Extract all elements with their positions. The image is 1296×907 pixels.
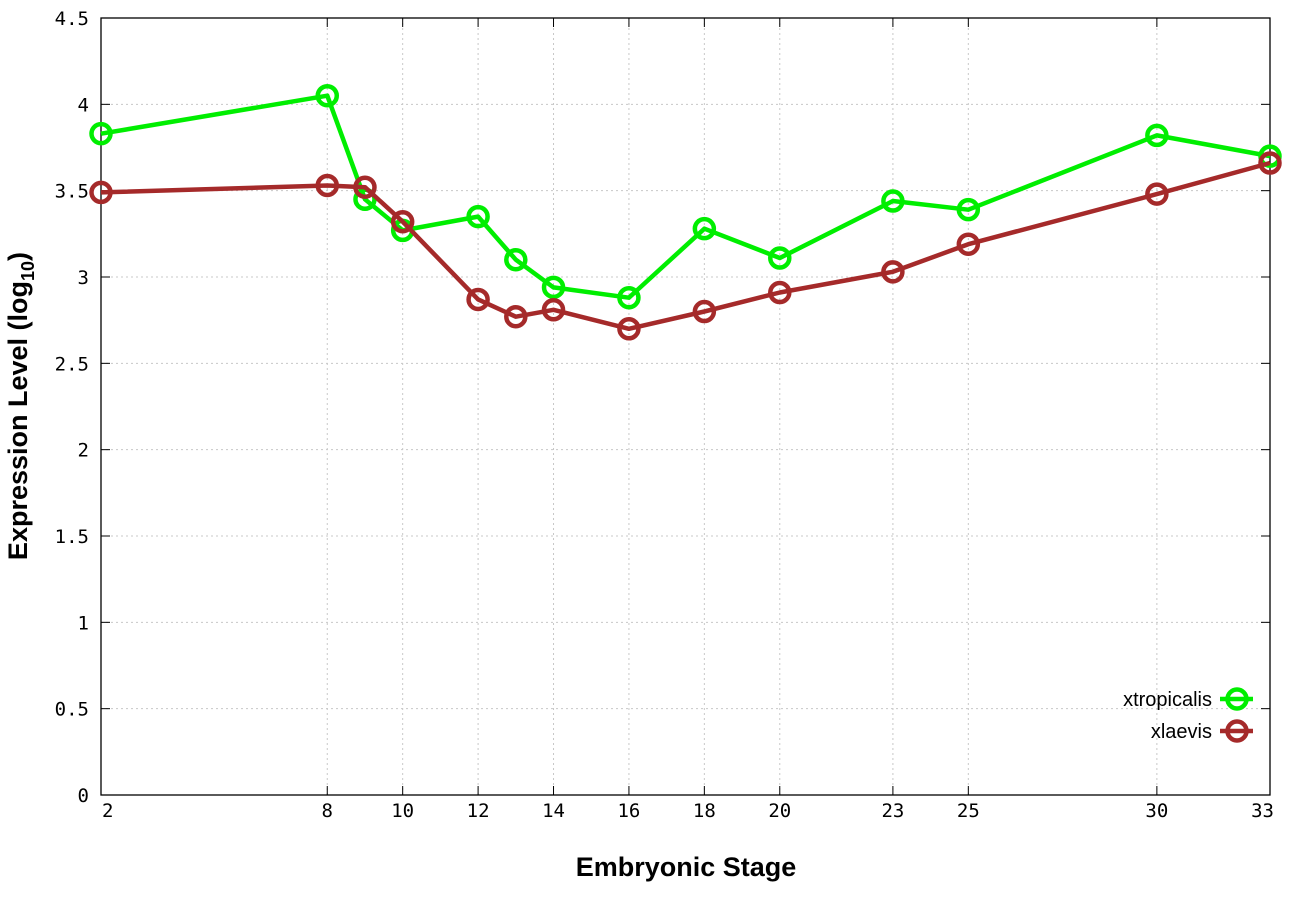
legend-swatch-marker (1225, 687, 1249, 711)
data-point-xlaevis (692, 299, 717, 324)
y-tick-label: 3.5 (55, 181, 89, 203)
x-tick-label: 10 (391, 800, 414, 822)
data-point-xlaevis (89, 180, 113, 205)
data-point-xlaevis (617, 317, 641, 341)
x-axis-title: Embryonic Stage (576, 852, 797, 882)
y-tick-label: 0 (78, 785, 89, 807)
data-point-xlaevis (881, 260, 905, 284)
data-point-xtropicalis (1145, 123, 1169, 148)
y-tick-label: 3 (78, 267, 89, 289)
x-tick-label: 8 (322, 800, 333, 822)
data-point-xtropicalis (541, 275, 566, 300)
data-point-xlaevis (541, 298, 566, 322)
data-point-xtropicalis (692, 216, 717, 241)
series-xlaevis (89, 151, 1282, 341)
legend: xtropicalis xlaevis (1123, 687, 1253, 743)
series-group (89, 83, 1282, 341)
data-point-xtropicalis (768, 246, 792, 270)
plot-frame (100, 17, 1271, 796)
data-point-xtropicalis (881, 189, 905, 213)
y-axis-title: Expression Level (log10) (3, 252, 38, 560)
data-point-xtropicalis (466, 204, 490, 229)
y-tick-label: 2 (78, 440, 89, 462)
data-point-xlaevis (1258, 151, 1282, 175)
data-point-xtropicalis (89, 121, 113, 146)
data-point-xtropicalis (504, 247, 528, 272)
data-point-xlaevis (353, 175, 377, 199)
y-tick-label: 4.5 (55, 8, 89, 30)
data-point-xlaevis (390, 209, 415, 234)
data-point-xtropicalis (315, 83, 340, 108)
y-tick-label: 1 (78, 612, 89, 634)
x-tick-label: 23 (881, 800, 904, 822)
x-tick-label: 25 (957, 800, 980, 822)
data-point-xtropicalis (956, 197, 981, 222)
y-tick-label: 1.5 (55, 526, 89, 548)
x-tick-label: 16 (617, 800, 640, 822)
data-point-xlaevis (504, 304, 528, 329)
legend-item-xlaevis: xlaevis (1151, 719, 1253, 743)
data-point-xlaevis (466, 287, 490, 312)
data-point-xlaevis (768, 280, 792, 305)
legend-label: xtropicalis (1123, 689, 1212, 711)
x-tick-label: 12 (467, 800, 490, 822)
data-point-xlaevis (1145, 182, 1169, 206)
x-tick-label: 14 (542, 800, 565, 822)
y-tick-label: 2.5 (55, 353, 89, 375)
y-tick-label: 4 (78, 94, 89, 116)
data-point-xlaevis (956, 232, 981, 256)
y-tick-label: 0.5 (55, 699, 89, 721)
series-line-xtropicalis (100, 93, 1271, 300)
y-axis-title-close: ) (3, 252, 33, 261)
axis-ticks: 2 8 10 12 14 16 18 20 23 25 30 33 0 0.5 1 1.5 2 2.5 3 3.5 4 4… (55, 8, 1274, 822)
y-axis-title-subscript: 10 (18, 261, 38, 281)
x-tick-label: 20 (768, 800, 791, 822)
x-tick-label: 33 (1251, 800, 1274, 822)
legend-item-xtropicalis: xtropicalis (1123, 687, 1253, 711)
data-point-xlaevis (315, 173, 340, 198)
x-tick-label: 2 (102, 800, 113, 822)
x-tick-label: 30 (1145, 800, 1168, 822)
x-tick-label: 18 (693, 800, 716, 822)
y-axis-title-main: Expression Level (log (3, 281, 33, 560)
data-point-xtropicalis (617, 285, 641, 310)
grid (101, 18, 1270, 795)
legend-label: xlaevis (1151, 721, 1212, 743)
legend-swatch-marker (1225, 719, 1249, 743)
series-xtropicalis (89, 83, 1282, 310)
